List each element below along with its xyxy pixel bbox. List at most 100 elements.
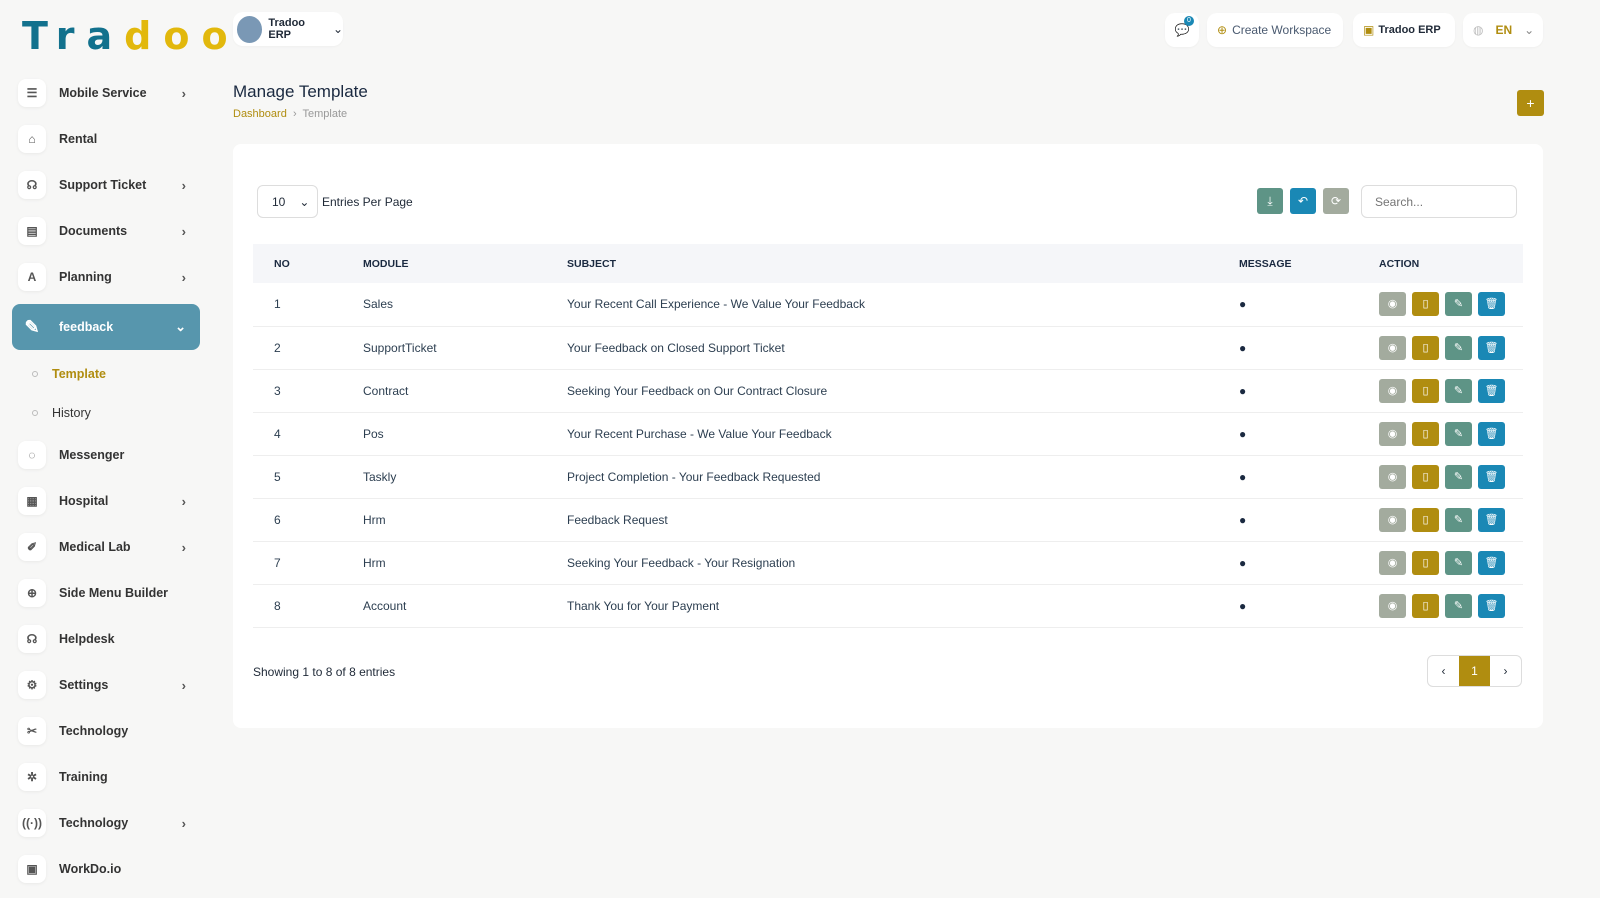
language-selector[interactable]: ◍ EN ⌄ <box>1463 13 1543 47</box>
edit-button[interactable]: ✎ <box>1445 464 1472 489</box>
sidebar-item[interactable]: ▦ Hospital › <box>12 478 200 524</box>
prev-page-button[interactable]: ‹ <box>1441 664 1446 678</box>
edit-button[interactable]: ✎ <box>1445 507 1472 532</box>
sidebar-item[interactable]: ☊ Support Ticket › <box>12 162 200 208</box>
edit-button[interactable]: ✎ <box>1445 421 1472 446</box>
sidebar-item[interactable]: ⊕ Side Menu Builder <box>12 570 200 616</box>
sidebar-item[interactable]: A Planning › <box>12 254 200 300</box>
edit-button[interactable]: ✎ <box>1445 292 1472 317</box>
breadcrumb-dashboard[interactable]: Dashboard <box>233 108 287 120</box>
chevron-down-icon: ⌄ <box>175 319 186 334</box>
undo-button[interactable]: ↶ <box>1290 188 1316 214</box>
menu-icon: ◌ <box>18 441 46 469</box>
chat-icon: 💬 <box>1174 23 1190 37</box>
delete-button[interactable]: 🗑 <box>1478 421 1505 446</box>
chevron-right-icon: › <box>181 85 186 101</box>
delete-button[interactable]: 🗑 <box>1478 593 1505 618</box>
menu-icon: ⚙ <box>18 671 46 699</box>
chevron-right-icon: › <box>181 269 186 285</box>
workspace-avatar <box>237 15 263 43</box>
sidebar-item[interactable]: ▣ WorkDo.io <box>12 846 200 892</box>
view-button[interactable]: ◉ <box>1379 378 1406 403</box>
plus-circle-icon: ⊕ <box>1217 23 1228 37</box>
workspace-selector[interactable]: Tradoo ERP ⌄ <box>233 12 343 46</box>
duplicate-button[interactable]: ▯ <box>1412 550 1439 575</box>
chevron-right-icon: › <box>181 539 186 555</box>
sidebar-item-feedback[interactable]: ✎ feedback ⌄ <box>12 304 200 350</box>
delete-button[interactable]: 🗑 <box>1478 292 1505 317</box>
add-template-button[interactable]: + <box>1517 90 1544 116</box>
duplicate-button[interactable]: ▯ <box>1412 464 1439 489</box>
sidebar-item[interactable]: ☰ Mobile Service › <box>12 70 200 116</box>
delete-button[interactable]: 🗑 <box>1478 550 1505 575</box>
export-button[interactable]: ⤓ <box>1257 188 1283 214</box>
message-icon[interactable]: ● <box>1239 469 1247 484</box>
message-icon[interactable]: ● <box>1239 555 1247 570</box>
view-button[interactable]: ◉ <box>1379 507 1406 532</box>
delete-button[interactable]: 🗑 <box>1478 507 1505 532</box>
sidebar-subitem[interactable]: History <box>12 393 200 432</box>
message-icon[interactable]: ● <box>1239 598 1247 613</box>
duplicate-button[interactable]: ▯ <box>1412 378 1439 403</box>
duplicate-button[interactable]: ▯ <box>1412 292 1439 317</box>
download-icon: ⤓ <box>1267 193 1273 208</box>
message-icon[interactable]: ● <box>1239 512 1247 527</box>
breadcrumb: Dashboard › Template <box>233 108 348 120</box>
view-button[interactable]: ◉ <box>1379 593 1406 618</box>
sidebar-item[interactable]: ✐ Medical Lab › <box>12 524 200 570</box>
view-button[interactable]: ◉ <box>1379 335 1406 360</box>
edit-button[interactable]: ✎ <box>1445 593 1472 618</box>
next-page-button[interactable]: › <box>1503 664 1508 678</box>
erp-switcher[interactable]: ▣ Tradoo ERP <box>1353 13 1455 47</box>
message-icon[interactable]: ● <box>1239 340 1247 355</box>
sidebar-item[interactable]: ⚙ Settings › <box>12 662 200 708</box>
duplicate-button[interactable]: ▯ <box>1412 335 1439 360</box>
view-button[interactable]: ◉ <box>1379 550 1406 575</box>
page-1-button[interactable]: 1 <box>1459 656 1490 686</box>
sidebar-item[interactable]: ⌂ Rental <box>12 116 200 162</box>
delete-button[interactable]: 🗑 <box>1478 335 1505 360</box>
duplicate-button[interactable]: ▯ <box>1412 507 1439 532</box>
delete-button[interactable]: 🗑 <box>1478 464 1505 489</box>
refresh-button[interactable]: ⟳ <box>1323 188 1349 214</box>
view-button[interactable]: ◉ <box>1379 421 1406 446</box>
search-input[interactable] <box>1361 185 1517 218</box>
sidebar-item[interactable]: ▤ Documents › <box>12 208 200 254</box>
chevron-right-icon: › <box>181 677 186 693</box>
messages-button[interactable]: 💬 0 <box>1165 13 1199 47</box>
menu-icon: ✐ <box>18 533 46 561</box>
undo-icon: ↶ <box>1297 194 1309 208</box>
sidebar: ☰ Mobile Service › ⌂ Rental ☊ Support Ticket › ▤… <box>12 70 200 892</box>
create-workspace-button[interactable]: ⊕ Create Workspace <box>1207 13 1343 47</box>
table-row: 1 Sales Your Recent Call Experience - We… <box>253 283 1523 327</box>
edit-button[interactable]: ✎ <box>1445 335 1472 360</box>
sidebar-item[interactable]: ☊ Helpdesk <box>12 616 200 662</box>
menu-icon: ✂ <box>18 717 46 745</box>
view-button[interactable]: ◉ <box>1379 464 1406 489</box>
edit-button[interactable]: ✎ <box>1445 378 1472 403</box>
sidebar-item[interactable]: ◌ Messenger <box>12 432 200 478</box>
sidebar-item[interactable]: ((·)) Technology › <box>12 800 200 846</box>
view-button[interactable]: ◉ <box>1379 292 1406 317</box>
message-icon[interactable]: ● <box>1239 297 1247 312</box>
feedback-icon: ✎ <box>24 316 40 337</box>
duplicate-button[interactable]: ▯ <box>1412 421 1439 446</box>
table-row: 5 Taskly Project Completion - Your Feedb… <box>253 455 1523 499</box>
chevron-down-icon: ⌄ <box>332 22 343 36</box>
menu-icon: ☊ <box>18 625 46 653</box>
duplicate-button[interactable]: ▯ <box>1412 593 1439 618</box>
sidebar-item[interactable]: ✲ Training <box>12 754 200 800</box>
message-icon[interactable]: ● <box>1239 383 1247 398</box>
template-card: 10⌄ Entries Per Page ⤓ ↶ ⟳ NO MODULE SUB… <box>233 144 1543 728</box>
message-icon[interactable]: ● <box>1239 426 1247 441</box>
entries-per-page-select[interactable]: 10 ⌄ <box>257 185 318 218</box>
delete-button[interactable]: 🗑 <box>1478 378 1505 403</box>
chevron-right-icon: › <box>181 815 186 831</box>
edit-button[interactable]: ✎ <box>1445 550 1472 575</box>
table-row: 3 Contract Seeking Your Feedback on Our … <box>253 369 1523 413</box>
pagination: ‹ 1 › <box>1427 655 1522 687</box>
sidebar-item[interactable]: ✂ Technology <box>12 708 200 754</box>
sidebar-subitem[interactable]: Template <box>12 354 200 393</box>
notif-badge: 0 <box>1184 16 1194 26</box>
globe-icon: ◍ <box>1473 23 1484 37</box>
